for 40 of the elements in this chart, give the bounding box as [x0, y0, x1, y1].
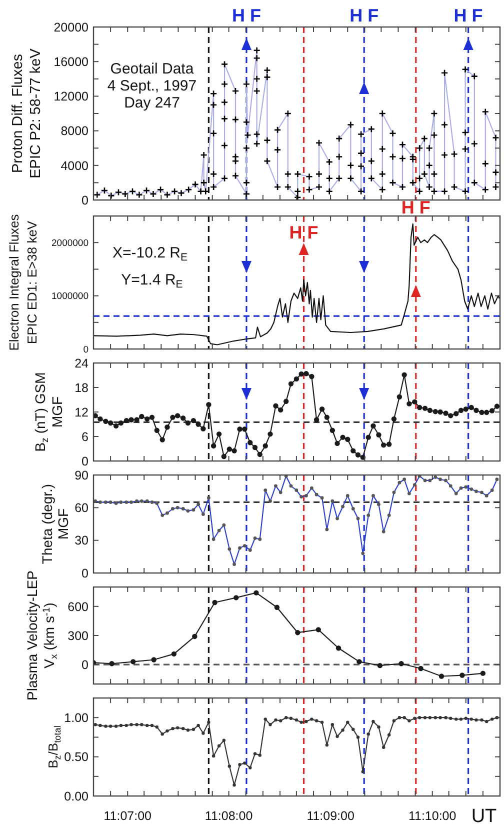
y-tick-label: 0.50: [64, 750, 89, 764]
y-tick-label: 8000: [60, 124, 89, 138]
y-tick-label: 0: [83, 344, 88, 356]
ref-line-label: H F: [350, 5, 379, 26]
y-tick-label: 16000: [54, 54, 89, 69]
y-tick-label: 12: [74, 405, 89, 420]
y-tick-label: 6: [82, 430, 89, 444]
x-tick-label: 11:10:00: [408, 809, 456, 823]
x-tick-label: 11:07:00: [104, 809, 152, 823]
annotation: Geotail Data 4 Sept., 1997 Day 247: [107, 60, 197, 112]
ref-line-label: H F: [232, 5, 261, 26]
y-tick-label: 600: [68, 600, 89, 614]
y-axis-title: Theta (degr.) MGF: [38, 484, 71, 564]
y-tick-label: 30: [74, 534, 89, 548]
y-tick-label: 0.00: [64, 789, 89, 804]
y-tick-label: 4000: [60, 158, 89, 173]
y-tick-label: 24: [74, 356, 89, 370]
y-tick-label: 20000: [54, 20, 89, 34]
y-tick-label: 300: [68, 628, 89, 643]
y-tick-label: 1000000: [52, 291, 88, 302]
x-tick-label: 11:08:00: [204, 809, 253, 823]
y-tick-label: 90: [74, 468, 89, 482]
y-tick-label: 0: [82, 566, 89, 580]
ref-line-label: H F: [401, 197, 430, 218]
x-tick-label: 11:09:00: [306, 809, 354, 823]
y-tick-label: 12000: [54, 90, 89, 104]
y-tick-label: 0: [82, 454, 89, 468]
x-axis-title: UT: [471, 806, 498, 826]
y-tick-label: 1.00: [64, 710, 89, 725]
annotation: Y=1.4 R$_{E}$: [121, 271, 183, 290]
ref-line-label: H F: [289, 222, 318, 242]
ref-line-label: H F: [454, 5, 483, 26]
y-tick-label: 60: [74, 501, 89, 516]
y-tick-label: 18: [74, 380, 89, 395]
y-tick-label: 0: [82, 193, 89, 208]
y-axis-title: Electron Integral Fluxes EPIC ED1: E>38 keV: [6, 214, 40, 351]
annotation: X=-10.2 R$_{E}$: [112, 244, 188, 264]
y-axis-title: Proton Diff. Fluxes EPIC P2: 58-77 keV: [10, 48, 44, 178]
y-tick-label: 2000000: [52, 238, 88, 249]
y-tick-label: 0: [82, 658, 89, 672]
